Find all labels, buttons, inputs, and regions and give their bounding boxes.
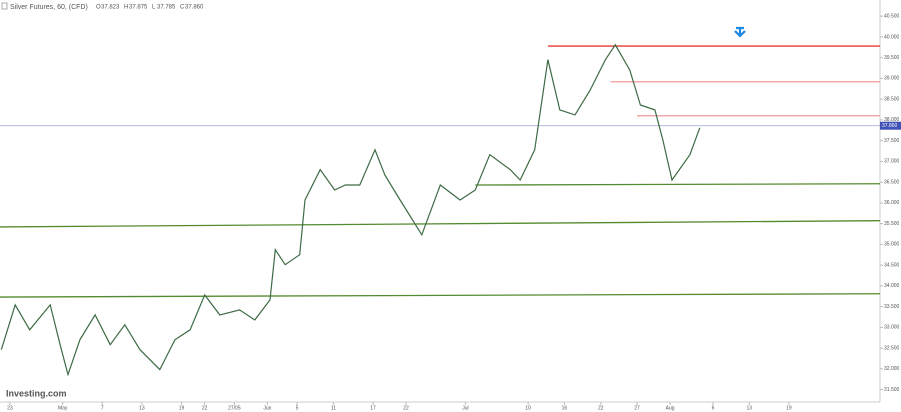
ohlc-key: O (96, 5, 101, 11)
x-tick-label: 7 (101, 405, 104, 411)
x-tick-label: Jun (263, 405, 271, 411)
y-tick-label: 38.500 (884, 96, 900, 102)
last-price-box (880, 121, 901, 130)
chart-title: Silver Futures, 60, (CFD) (10, 4, 88, 11)
y-tick-label: 34.000 (884, 283, 900, 289)
y-tick-label: 31.500 (884, 387, 900, 393)
y-tick-label: 33.500 (884, 304, 900, 310)
x-tick-label: 22 (598, 405, 604, 411)
y-tick-label: 40.500 (884, 14, 900, 20)
ohlc-value: 37.823 (101, 5, 120, 11)
ohlc-value: 37.860 (185, 5, 204, 11)
x-tick-label: Jul (462, 405, 468, 411)
y-tick-label: 37.500 (884, 138, 900, 144)
y-tick-label: 33.000 (884, 325, 900, 331)
ohlc-key: L (152, 5, 156, 11)
y-tick-label: 36.000 (884, 200, 900, 206)
icon (1, 2, 8, 10)
y-tick-label: 39.500 (884, 55, 900, 61)
down-arrow (734, 26, 746, 38)
y-tick-label: 35.000 (884, 242, 900, 248)
watermark: Investing.com (6, 388, 67, 398)
ohlc-value: 37.875 (129, 5, 148, 11)
x-tick-label: 17 (370, 405, 376, 411)
price-line (0, 43, 701, 377)
y-tick-label: 32.000 (884, 366, 900, 372)
last-price-label: 37.860 (882, 123, 898, 129)
x-tick-label: 11 (331, 405, 336, 411)
x-tick-label: 13 (139, 405, 145, 411)
x-tick-label: 22 (403, 405, 409, 411)
drawn-line (475, 183, 881, 186)
ohlc-key: C (180, 5, 185, 11)
y-tick-label: 32.500 (884, 345, 900, 351)
drawn-line (0, 293, 881, 298)
x-tick-label: 19 (179, 405, 185, 411)
x-tick-label: 6 (712, 405, 715, 411)
x-tick-label: May (58, 405, 68, 411)
x-tick-label: 27/05 (228, 405, 241, 411)
x-tick-label: 10 (525, 405, 531, 411)
y-tick-label: 36.500 (884, 179, 900, 185)
x-tick-label: 23 (7, 405, 13, 411)
x-tick-label: 22 (202, 405, 208, 411)
x-tick-label: 27 (634, 405, 640, 411)
y-tick-label: 34.500 (884, 262, 900, 268)
y-tick-label: 40.000 (884, 34, 900, 40)
x-tick-label: 19 (786, 405, 792, 411)
x-tick-label: Aug (666, 405, 675, 411)
y-tick-label: 38.000 (884, 117, 900, 123)
drawn-line (0, 220, 881, 228)
y-tick-label: 39.000 (884, 76, 900, 82)
y-tick-label: 37.000 (884, 159, 900, 165)
x-tick-label: 13 (747, 405, 753, 411)
x-tick-label: 16 (562, 405, 568, 411)
ohlc-key: H (124, 5, 128, 11)
ohlc-value: 37.785 (157, 5, 176, 11)
y-tick-label: 35.500 (884, 221, 900, 227)
header: Silver Futures, 60, (CFD) (1, 2, 88, 11)
x-tick-label: 5 (296, 405, 299, 411)
